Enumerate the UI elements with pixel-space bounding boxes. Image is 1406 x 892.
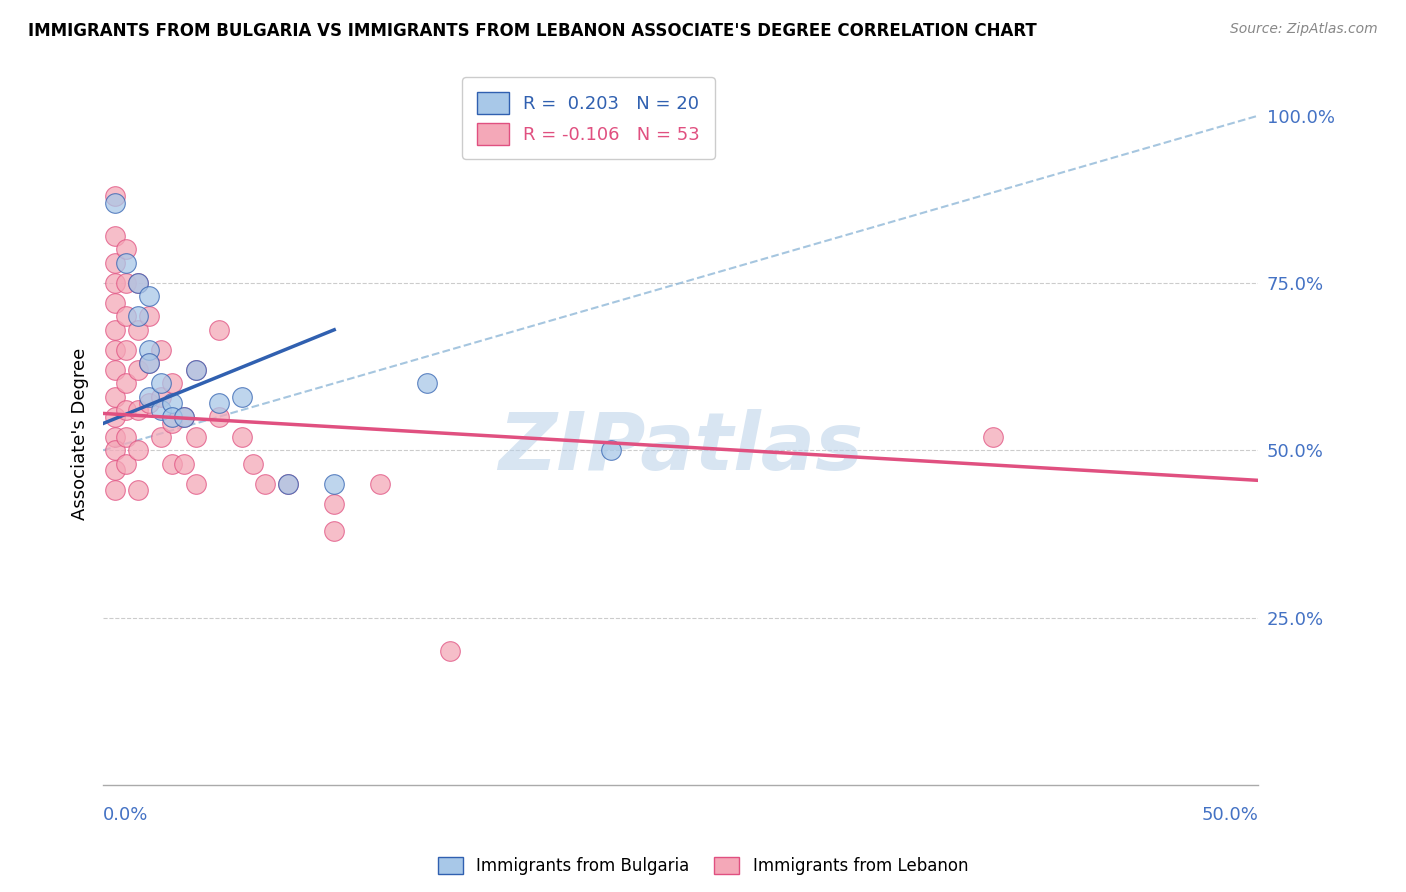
Point bbox=[104, 323, 127, 337]
Point bbox=[439, 644, 461, 658]
Point bbox=[115, 457, 138, 471]
Legend: R =  0.203   N = 20, R = -0.106   N = 53: R = 0.203 N = 20, R = -0.106 N = 53 bbox=[463, 77, 714, 159]
Point bbox=[184, 476, 207, 491]
Point bbox=[323, 524, 346, 538]
Point bbox=[115, 256, 138, 270]
Point bbox=[104, 430, 127, 444]
Point bbox=[277, 476, 299, 491]
Text: IMMIGRANTS FROM BULGARIA VS IMMIGRANTS FROM LEBANON ASSOCIATE'S DEGREE CORRELATI: IMMIGRANTS FROM BULGARIA VS IMMIGRANTS F… bbox=[28, 22, 1036, 40]
Point bbox=[149, 430, 172, 444]
Point bbox=[184, 363, 207, 377]
Point bbox=[184, 430, 207, 444]
Y-axis label: Associate's Degree: Associate's Degree bbox=[72, 347, 89, 520]
Point bbox=[127, 310, 149, 324]
Point bbox=[104, 443, 127, 458]
Point bbox=[162, 409, 184, 424]
Point bbox=[149, 403, 172, 417]
Point bbox=[104, 276, 127, 290]
Point bbox=[253, 476, 276, 491]
Point bbox=[115, 310, 138, 324]
Point bbox=[127, 443, 149, 458]
Point bbox=[138, 356, 160, 370]
Point bbox=[104, 363, 127, 377]
Point bbox=[231, 390, 253, 404]
Point bbox=[138, 396, 160, 410]
Point bbox=[242, 457, 264, 471]
Point bbox=[208, 396, 231, 410]
Point bbox=[138, 289, 160, 303]
Point bbox=[981, 430, 1004, 444]
Point bbox=[415, 376, 437, 391]
Point bbox=[104, 296, 127, 310]
Point bbox=[600, 443, 623, 458]
Point bbox=[127, 323, 149, 337]
Point bbox=[231, 430, 253, 444]
Point bbox=[323, 497, 346, 511]
Point bbox=[162, 396, 184, 410]
Text: 0.0%: 0.0% bbox=[103, 806, 149, 824]
Text: Source: ZipAtlas.com: Source: ZipAtlas.com bbox=[1230, 22, 1378, 37]
Point bbox=[162, 376, 184, 391]
Point bbox=[138, 343, 160, 357]
Point bbox=[208, 323, 231, 337]
Point bbox=[149, 390, 172, 404]
Point bbox=[138, 356, 160, 370]
Point bbox=[162, 457, 184, 471]
Legend: Immigrants from Bulgaria, Immigrants from Lebanon: Immigrants from Bulgaria, Immigrants fro… bbox=[429, 849, 977, 884]
Point bbox=[138, 310, 160, 324]
Point bbox=[115, 343, 138, 357]
Point bbox=[104, 343, 127, 357]
Point bbox=[173, 457, 195, 471]
Point bbox=[173, 409, 195, 424]
Text: ZIPatlas: ZIPatlas bbox=[498, 409, 863, 486]
Point bbox=[104, 189, 127, 203]
Point bbox=[323, 476, 346, 491]
Point bbox=[115, 376, 138, 391]
Point bbox=[104, 483, 127, 498]
Point bbox=[184, 363, 207, 377]
Point bbox=[149, 376, 172, 391]
Point bbox=[104, 463, 127, 477]
Point bbox=[104, 409, 127, 424]
Point bbox=[115, 430, 138, 444]
Point bbox=[115, 243, 138, 257]
Text: 50.0%: 50.0% bbox=[1202, 806, 1258, 824]
Point bbox=[370, 476, 392, 491]
Point bbox=[149, 343, 172, 357]
Point bbox=[127, 403, 149, 417]
Point bbox=[173, 409, 195, 424]
Point bbox=[208, 409, 231, 424]
Point bbox=[104, 256, 127, 270]
Point bbox=[127, 483, 149, 498]
Point bbox=[277, 476, 299, 491]
Point bbox=[104, 390, 127, 404]
Point bbox=[115, 276, 138, 290]
Point bbox=[127, 363, 149, 377]
Point bbox=[162, 417, 184, 431]
Point bbox=[127, 276, 149, 290]
Point bbox=[104, 229, 127, 244]
Point bbox=[127, 276, 149, 290]
Point bbox=[104, 195, 127, 210]
Point bbox=[138, 390, 160, 404]
Point bbox=[115, 403, 138, 417]
